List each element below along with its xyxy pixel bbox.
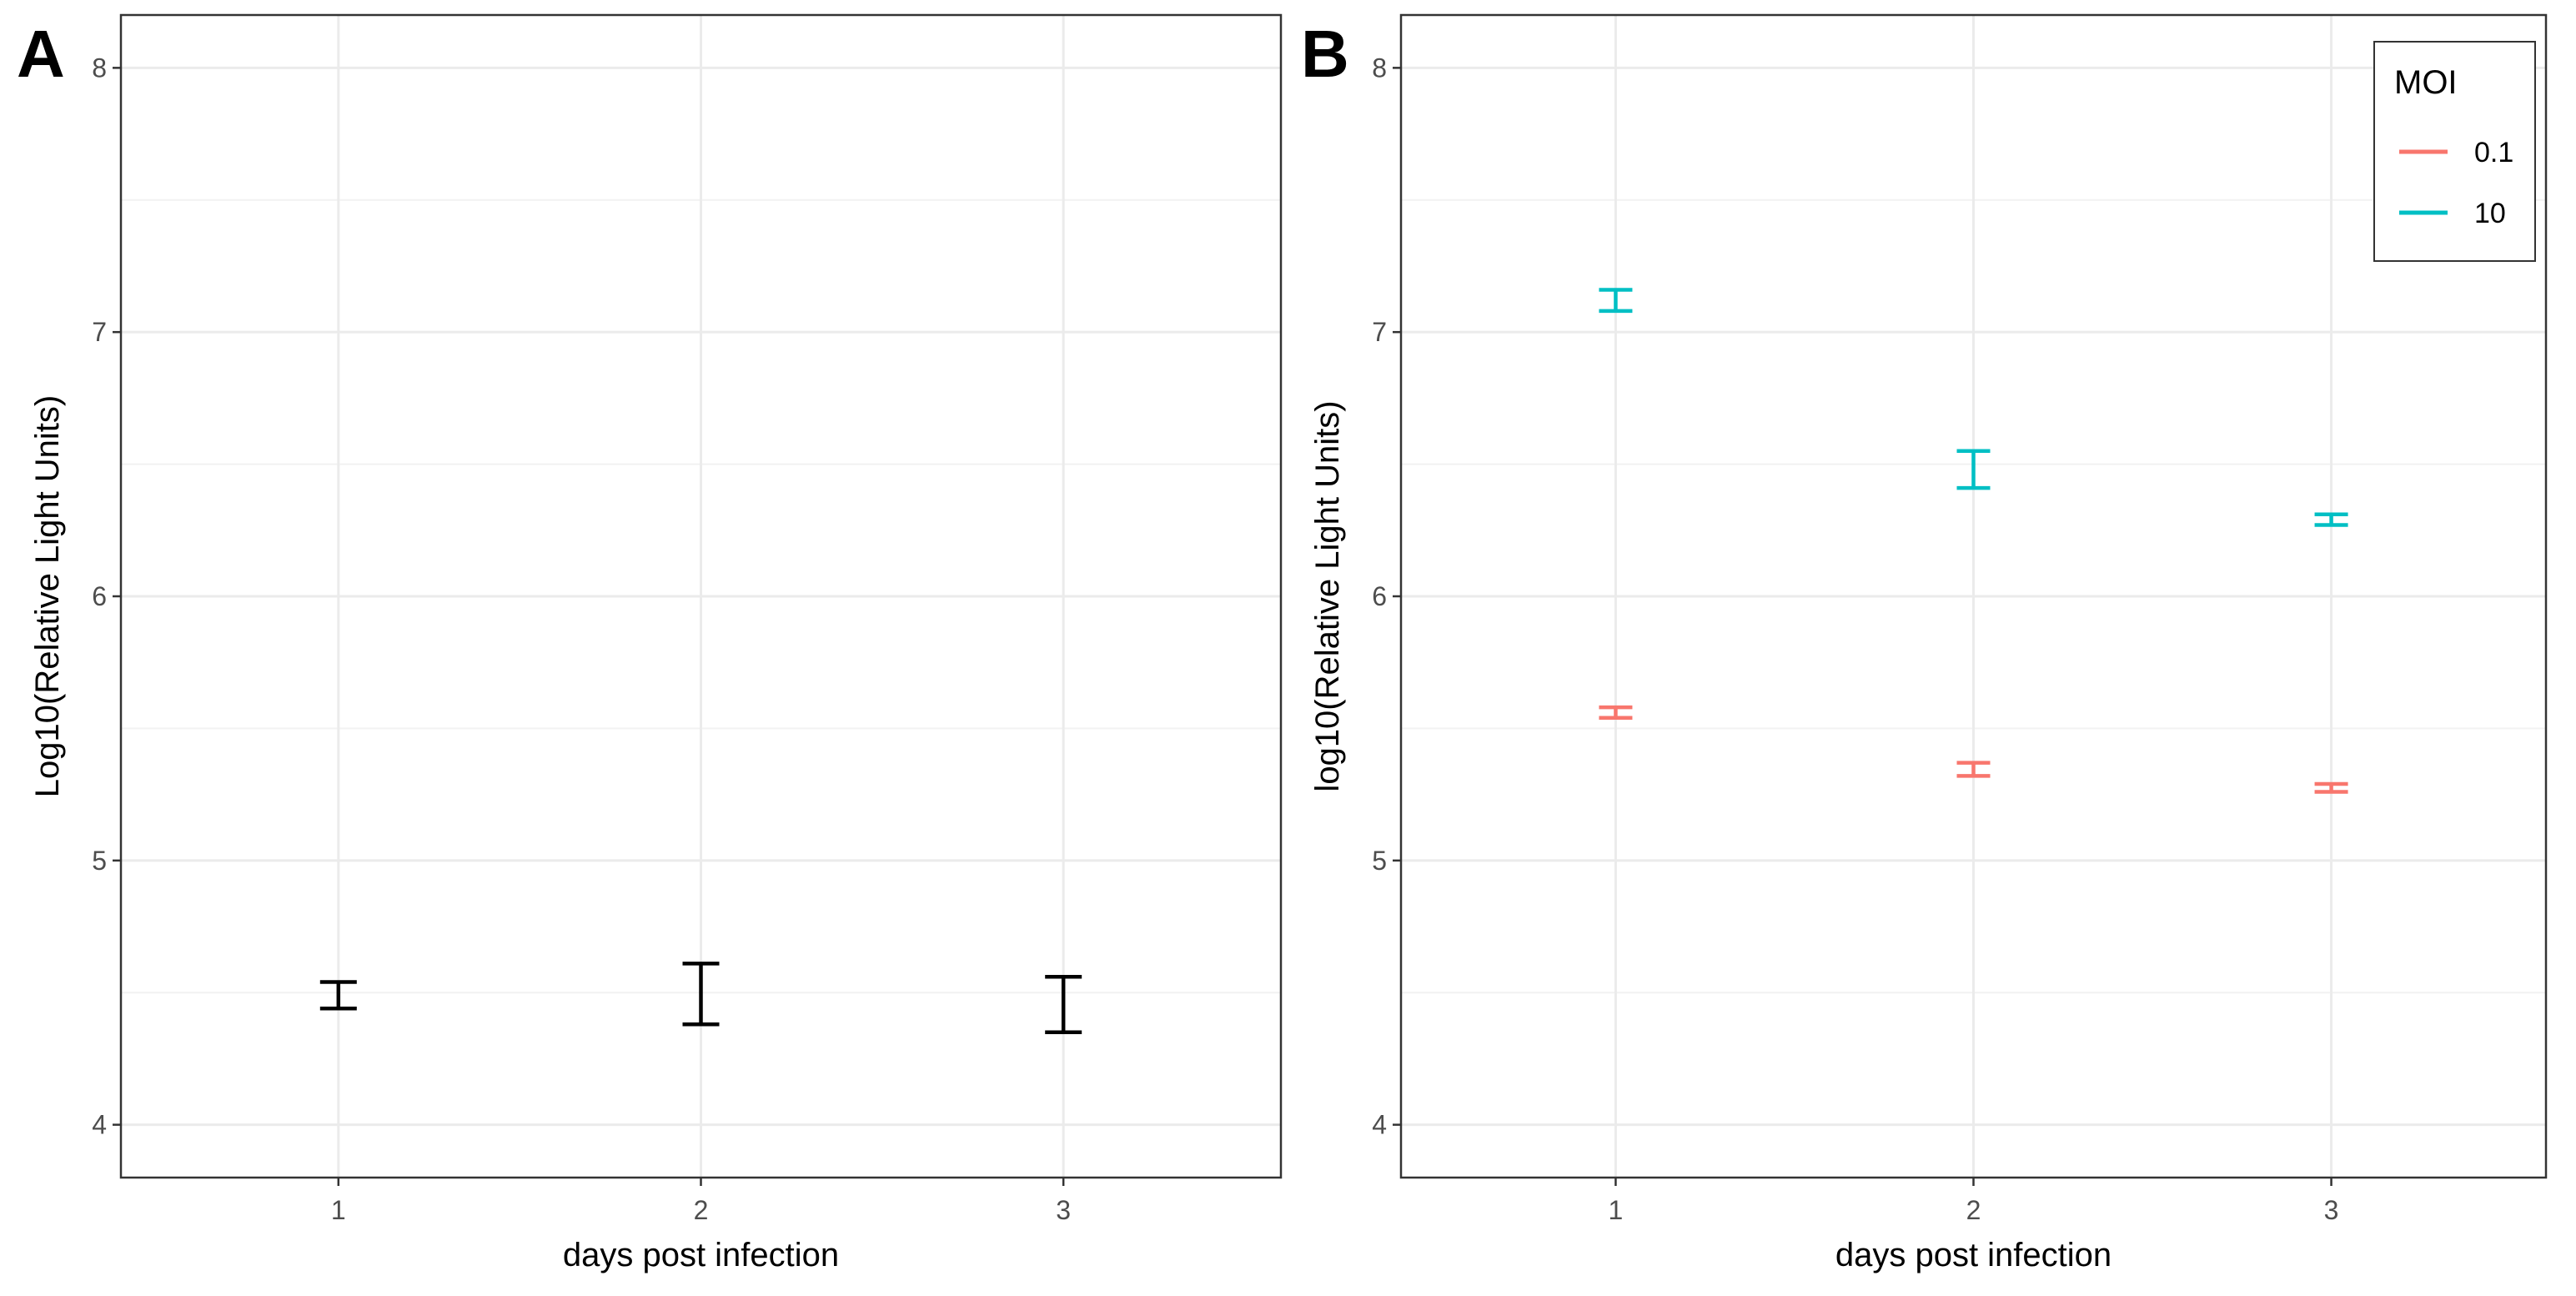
error-bar <box>1599 288 1633 314</box>
x-tick-label: 1 <box>1609 1195 1624 1225</box>
y-axis-title: Log10(Relative Light Units) <box>29 395 66 797</box>
x-axis-title: days post infection <box>563 1237 839 1273</box>
error-bar <box>1956 449 1991 490</box>
y-tick-label: 5 <box>1372 846 1387 876</box>
y-axis-title: log10(Relative Light Units) <box>1309 400 1346 791</box>
panel-letter: B <box>1301 17 1349 91</box>
error-bar <box>319 980 357 1011</box>
series-0-1 <box>1599 705 2348 794</box>
x-tick-label: 3 <box>2324 1195 2339 1225</box>
y-tick-label: 4 <box>92 1110 107 1140</box>
series-main <box>319 962 1082 1034</box>
x-tick-label: 1 <box>331 1195 346 1225</box>
panel-b: 4 5 6 7 8 1 2 3 days post infection log10(Relativ… <box>1301 13 2548 1273</box>
y-tick-label: 8 <box>92 53 107 83</box>
y-tick-label: 6 <box>1372 581 1387 611</box>
legend-title: MOI <box>2394 64 2458 101</box>
y-tick-label: 8 <box>1372 53 1387 83</box>
error-bar <box>682 962 720 1027</box>
panel-letter: A <box>17 17 65 91</box>
y-tick-label: 5 <box>92 846 107 876</box>
legend-label: 10 <box>2474 198 2506 229</box>
error-bar <box>1956 761 1991 778</box>
y-tick-label: 7 <box>1372 317 1387 347</box>
x-axis-title: days post infection <box>1835 1237 2112 1273</box>
error-bar <box>2314 512 2348 527</box>
y-tick-label: 4 <box>1372 1110 1387 1140</box>
error-bar <box>1599 705 1633 720</box>
legend-label: 0.1 <box>2474 137 2513 168</box>
panel-a: 4 5 6 7 8 1 2 3 days post infection Log10(Relativ… <box>17 13 1283 1273</box>
y-tick-label: 7 <box>92 317 107 347</box>
series-10 <box>1599 288 2348 527</box>
x-tick-label: 2 <box>1966 1195 1981 1225</box>
error-bar <box>1045 974 1082 1034</box>
y-tick-label: 6 <box>92 581 107 611</box>
error-bar <box>2314 781 2348 794</box>
x-tick-label: 3 <box>1056 1195 1071 1225</box>
x-tick-label: 2 <box>694 1195 709 1225</box>
legend: MOI 0.1 10 <box>2373 41 2536 262</box>
